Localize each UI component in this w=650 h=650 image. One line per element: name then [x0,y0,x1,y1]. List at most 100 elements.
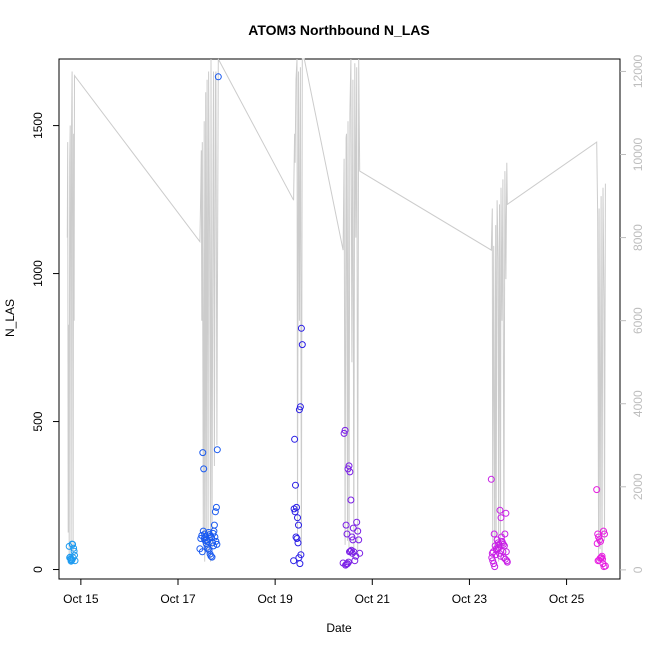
data-point [348,533,356,541]
data-point [600,527,607,535]
right-axis: 0 2000 4000 6000 8000 10000 12000 [620,54,645,573]
data-point [342,521,350,529]
data-point [294,514,301,522]
data-point [497,514,505,522]
left-axis-tick-label: 0 [31,566,45,573]
data-point [70,547,78,555]
data-point [200,465,208,473]
data-point [291,435,299,443]
data-point [293,535,301,542]
data-point [345,558,352,566]
data-point [598,552,606,560]
data-point [295,406,303,414]
data-point [211,533,219,541]
data-point [593,540,601,547]
x-axis-tick-label: Oct 25 [549,592,585,606]
right-axis-tick-label: 4000 [631,390,645,417]
data-point [213,540,221,548]
data-point [593,486,601,494]
right-axis-tick-label: 2000 [631,473,645,500]
data-point [347,496,355,504]
data-point [71,557,79,565]
left-axis-tick-label: 1500 [31,112,45,139]
data-point [201,537,209,544]
data-point [208,534,215,542]
chart-title: ATOM3 Northbound N_LAS [248,22,429,38]
data-point [297,324,305,332]
data-point [68,540,76,548]
data-point [199,527,207,535]
data-point [487,475,495,483]
data-point [341,426,349,434]
right-series-line [66,58,606,562]
right-series-line-layer [66,58,606,562]
right-axis-tick-label: 6000 [631,307,645,334]
data-point [597,537,605,545]
data-point [353,518,361,526]
x-axis-label: Date [326,621,352,635]
right-axis-tick-label: 12000 [631,54,645,88]
data-point [198,548,206,556]
data-point [71,551,78,559]
data-point [291,508,299,516]
data-point [199,449,207,457]
data-point [67,557,75,565]
data-point [294,539,302,547]
data-point [70,544,78,552]
data-point [211,508,219,516]
data-point [494,545,502,553]
data-point [346,468,354,476]
data-point [496,549,503,557]
data-point [208,553,216,561]
x-axis-tick-label: Oct 15 [63,592,99,606]
data-point [298,341,306,349]
data-point [356,549,364,557]
data-point [355,536,363,544]
data-point [491,563,499,571]
data-point [490,530,498,538]
x-axis-tick-label: Oct 21 [355,592,391,606]
x-axis-tick-label: Oct 23 [452,592,488,606]
data-point [348,549,356,557]
bottom-axis: Oct 15 Oct 17 Oct 19 Oct 21 Oct 23 Oct 25 [63,579,585,606]
right-axis-tick-label: 0 [631,566,645,573]
data-point [503,558,511,566]
x-axis-tick-label: Oct 17 [160,592,196,606]
data-point [213,446,221,454]
data-point [502,548,510,556]
plot-frame [58,58,621,580]
data-point [499,540,507,548]
data-point [488,554,496,562]
data-point [600,563,608,571]
data-point [496,506,504,514]
data-point [295,521,302,529]
data-point [214,73,222,81]
x-axis-tick-label: Oct 19 [257,592,293,606]
left-axis: 0 500 1000 1500 [31,112,59,573]
data-point [296,560,304,568]
data-point [292,533,300,541]
data-point [205,546,213,554]
data-point [212,503,220,511]
data-point [349,524,357,532]
y-axis-label: N_LAS [3,299,17,337]
data-point [601,530,608,538]
data-point [290,505,298,513]
data-point [489,557,497,565]
right-axis-tick-label: 10000 [631,138,645,172]
data-point [297,551,305,559]
data-point [596,536,604,544]
data-point [292,481,299,489]
data-point [344,560,351,568]
data-point [599,560,607,568]
data-point [296,403,304,411]
data-point [497,552,504,560]
left-axis-tick-label: 1000 [31,260,45,287]
data-point [595,533,603,541]
data-point [343,530,351,538]
data-point [351,557,359,565]
data-point [340,429,348,437]
data-point [346,547,354,555]
points-layer [65,73,609,571]
